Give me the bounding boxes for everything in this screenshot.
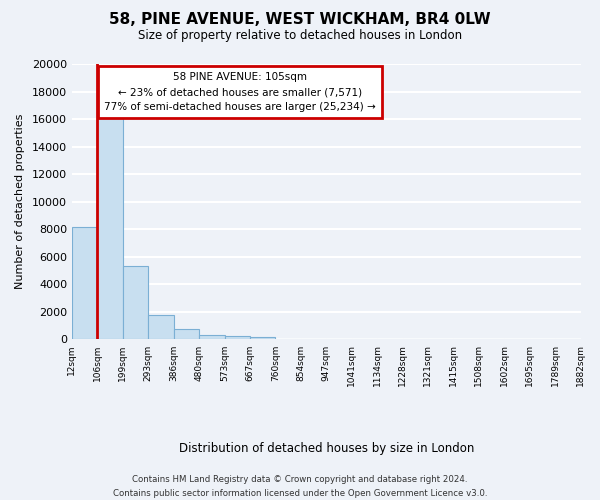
- Bar: [148, 316, 173, 340]
- Bar: [173, 329, 199, 340]
- Text: Size of property relative to detached houses in London: Size of property relative to detached ho…: [138, 29, 462, 42]
- Bar: [275, 339, 301, 340]
- Bar: [123, 266, 148, 340]
- Text: 58, PINE AVENUE, WEST WICKHAM, BR4 0LW: 58, PINE AVENUE, WEST WICKHAM, BR4 0LW: [109, 12, 491, 28]
- Y-axis label: Number of detached properties: Number of detached properties: [15, 114, 25, 290]
- Bar: [72, 226, 97, 340]
- Bar: [97, 112, 123, 340]
- Text: 58 PINE AVENUE: 105sqm
← 23% of detached houses are smaller (7,571)
77% of semi-: 58 PINE AVENUE: 105sqm ← 23% of detached…: [104, 72, 376, 112]
- Text: Contains HM Land Registry data © Crown copyright and database right 2024.
Contai: Contains HM Land Registry data © Crown c…: [113, 476, 487, 498]
- Bar: [250, 338, 275, 340]
- X-axis label: Distribution of detached houses by size in London: Distribution of detached houses by size …: [179, 442, 474, 455]
- Bar: [199, 336, 224, 340]
- Bar: [224, 336, 250, 340]
